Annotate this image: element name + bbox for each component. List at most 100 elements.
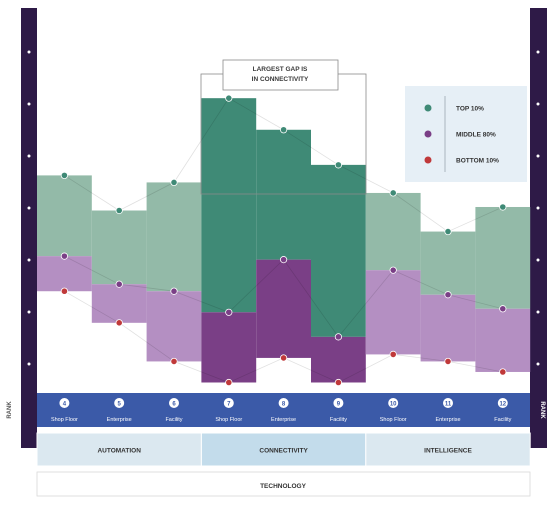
point-bottom xyxy=(444,357,452,366)
rail-tick xyxy=(27,362,31,366)
rank-rail-ticks xyxy=(27,50,540,366)
rail-tick xyxy=(27,102,31,106)
point-bottom xyxy=(279,354,288,362)
point-top xyxy=(334,161,342,169)
column-number: 7 xyxy=(227,402,231,408)
band-middle-to-bottom xyxy=(91,284,147,323)
band-top-to-middle xyxy=(146,182,202,292)
range-bands xyxy=(37,98,531,383)
column-number-badge xyxy=(497,398,508,408)
column-number: 4 xyxy=(63,402,67,408)
annotation-text-line1: LARGEST GAP IS xyxy=(253,66,308,73)
point-top xyxy=(444,227,452,236)
point-middle xyxy=(279,256,288,264)
column-number-badge xyxy=(114,398,125,408)
band-top-to-middle xyxy=(475,206,531,309)
band-top-to-middle xyxy=(256,129,311,260)
rank-label-right: RANK xyxy=(539,401,545,419)
point-middle xyxy=(444,291,452,299)
column-label: Facility xyxy=(330,417,347,423)
legend-marker xyxy=(424,156,432,164)
band-middle-to-bottom xyxy=(146,291,202,362)
band-middle-to-bottom xyxy=(256,259,311,358)
legend-marker xyxy=(424,130,432,138)
point-top xyxy=(60,171,69,179)
legend: TOP 10% MIDDLE 80% BOTTOM 10% xyxy=(405,86,527,182)
column-label: Shop Floor xyxy=(51,417,78,423)
band-top-to-middle xyxy=(420,231,476,295)
annotation-text-line2: IN CONNECTIVITY xyxy=(252,76,309,83)
band-middle-to-bottom xyxy=(365,270,421,355)
band-middle-to-bottom xyxy=(311,336,366,383)
annotation-box xyxy=(222,59,339,91)
column-number: 9 xyxy=(337,402,341,408)
group-labels: AUTOMATION CONNECTIVITY INTELLIGENCE xyxy=(36,432,531,467)
column-number-badge xyxy=(223,398,234,408)
column-number-badge xyxy=(388,398,399,408)
group-cell xyxy=(365,432,531,467)
rail-tick xyxy=(536,206,540,210)
column-number: 11 xyxy=(445,402,452,408)
point-bottom xyxy=(389,350,397,359)
gap-annotation: LARGEST GAP IS IN CONNECTIVITY xyxy=(200,59,367,195)
right-rank-rail xyxy=(530,8,547,448)
point-middle xyxy=(170,287,178,295)
column-number: 12 xyxy=(499,402,506,408)
technology-bar xyxy=(36,471,531,497)
legend-marker xyxy=(424,104,432,112)
column-number: 8 xyxy=(282,402,286,408)
rail-tick xyxy=(536,362,540,366)
group-cell xyxy=(36,432,202,467)
rail-tick xyxy=(27,310,31,314)
band-top-to-middle xyxy=(311,164,366,337)
group-label: CONNECTIVITY xyxy=(259,448,308,455)
band-top-to-middle xyxy=(365,192,421,271)
band-middle-to-bottom xyxy=(475,308,531,372)
series-points xyxy=(60,94,507,387)
column-label: Enterprise xyxy=(107,417,132,423)
rail-tick xyxy=(536,102,540,106)
rail-tick xyxy=(536,50,540,54)
point-top xyxy=(499,203,507,211)
point-bottom xyxy=(225,378,233,387)
band-top-to-middle xyxy=(91,210,147,285)
rail-tick xyxy=(536,154,540,158)
legend-label: BOTTOM 10% xyxy=(456,158,499,165)
point-top xyxy=(389,189,397,197)
group-label: INTELLIGENCE xyxy=(424,448,472,455)
point-bottom xyxy=(60,287,69,295)
point-middle xyxy=(334,333,342,341)
rail-tick xyxy=(536,310,540,314)
column-number-badge xyxy=(333,398,344,408)
point-middle xyxy=(115,280,123,288)
column-number: 5 xyxy=(118,402,122,408)
point-bottom xyxy=(499,368,507,376)
band-middle-to-bottom xyxy=(420,294,476,362)
column-number: 10 xyxy=(390,402,397,408)
point-top xyxy=(115,206,123,215)
column-number-badge xyxy=(59,398,70,408)
band-top-to-middle xyxy=(201,98,257,313)
point-bottom xyxy=(334,378,342,387)
point-middle xyxy=(225,308,233,316)
band-middle-to-bottom xyxy=(201,312,257,383)
column-label: Enterprise xyxy=(435,417,460,423)
point-middle xyxy=(389,266,397,274)
group-label: AUTOMATION xyxy=(97,448,141,455)
point-bottom xyxy=(170,357,178,366)
legend-label: TOP 10% xyxy=(456,106,484,113)
point-top xyxy=(225,94,233,102)
technology-label: TECHNOLOGY xyxy=(260,483,307,490)
point-bottom xyxy=(115,319,123,327)
column-labels: 4 Shop Floor 5 Enterprise 6 Facility 7 Shop Flo… xyxy=(51,398,512,423)
rail-tick xyxy=(27,50,31,54)
column-label: Enterprise xyxy=(271,417,296,423)
point-middle xyxy=(60,252,69,260)
column-label: Shop Floor xyxy=(215,417,242,423)
point-top xyxy=(170,178,178,187)
rail-tick xyxy=(536,258,540,262)
point-middle xyxy=(499,305,507,313)
column-label: Shop Floor xyxy=(380,417,407,423)
